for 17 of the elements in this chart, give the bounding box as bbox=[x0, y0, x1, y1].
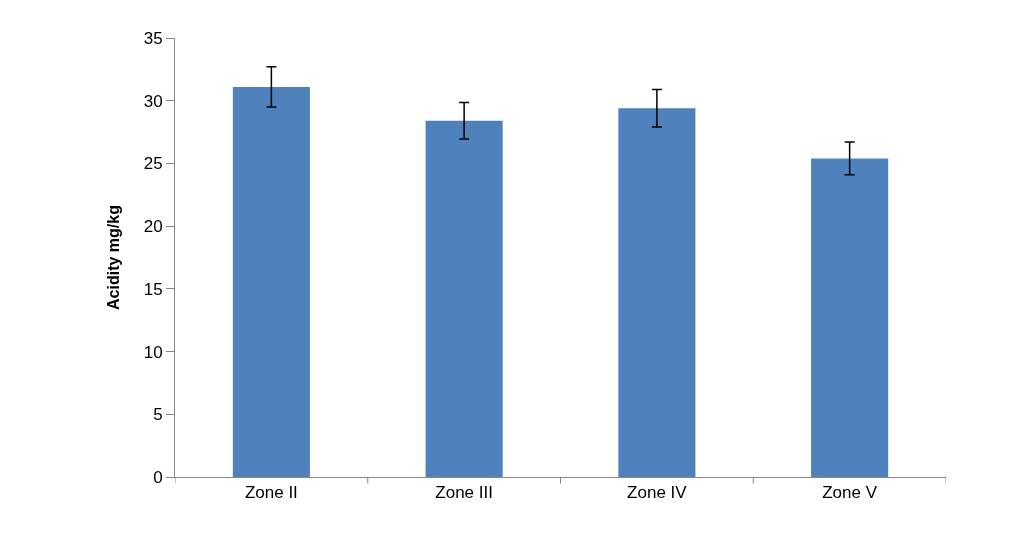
y-tick-label: 30 bbox=[143, 91, 163, 111]
y-axis-title: Acidity mg/kg bbox=[104, 205, 122, 310]
y-tick-label: 25 bbox=[143, 154, 163, 174]
x-tick-label: Zone IV bbox=[627, 483, 688, 503]
y-tick-label: 0 bbox=[153, 467, 163, 487]
bar bbox=[618, 108, 696, 477]
x-tick-label: Zone III bbox=[435, 483, 493, 503]
y-tick-label: 15 bbox=[143, 279, 163, 299]
y-tick-label: 10 bbox=[143, 342, 163, 362]
x-tick-label: Zone V bbox=[822, 483, 878, 503]
x-tick-label: Zone II bbox=[244, 483, 298, 503]
y-tick-label: 20 bbox=[143, 217, 163, 237]
y-tick-label: 5 bbox=[153, 405, 163, 425]
bar bbox=[811, 158, 889, 477]
bar bbox=[232, 86, 310, 477]
y-tick-label: 35 bbox=[143, 28, 163, 48]
bar bbox=[425, 120, 503, 477]
